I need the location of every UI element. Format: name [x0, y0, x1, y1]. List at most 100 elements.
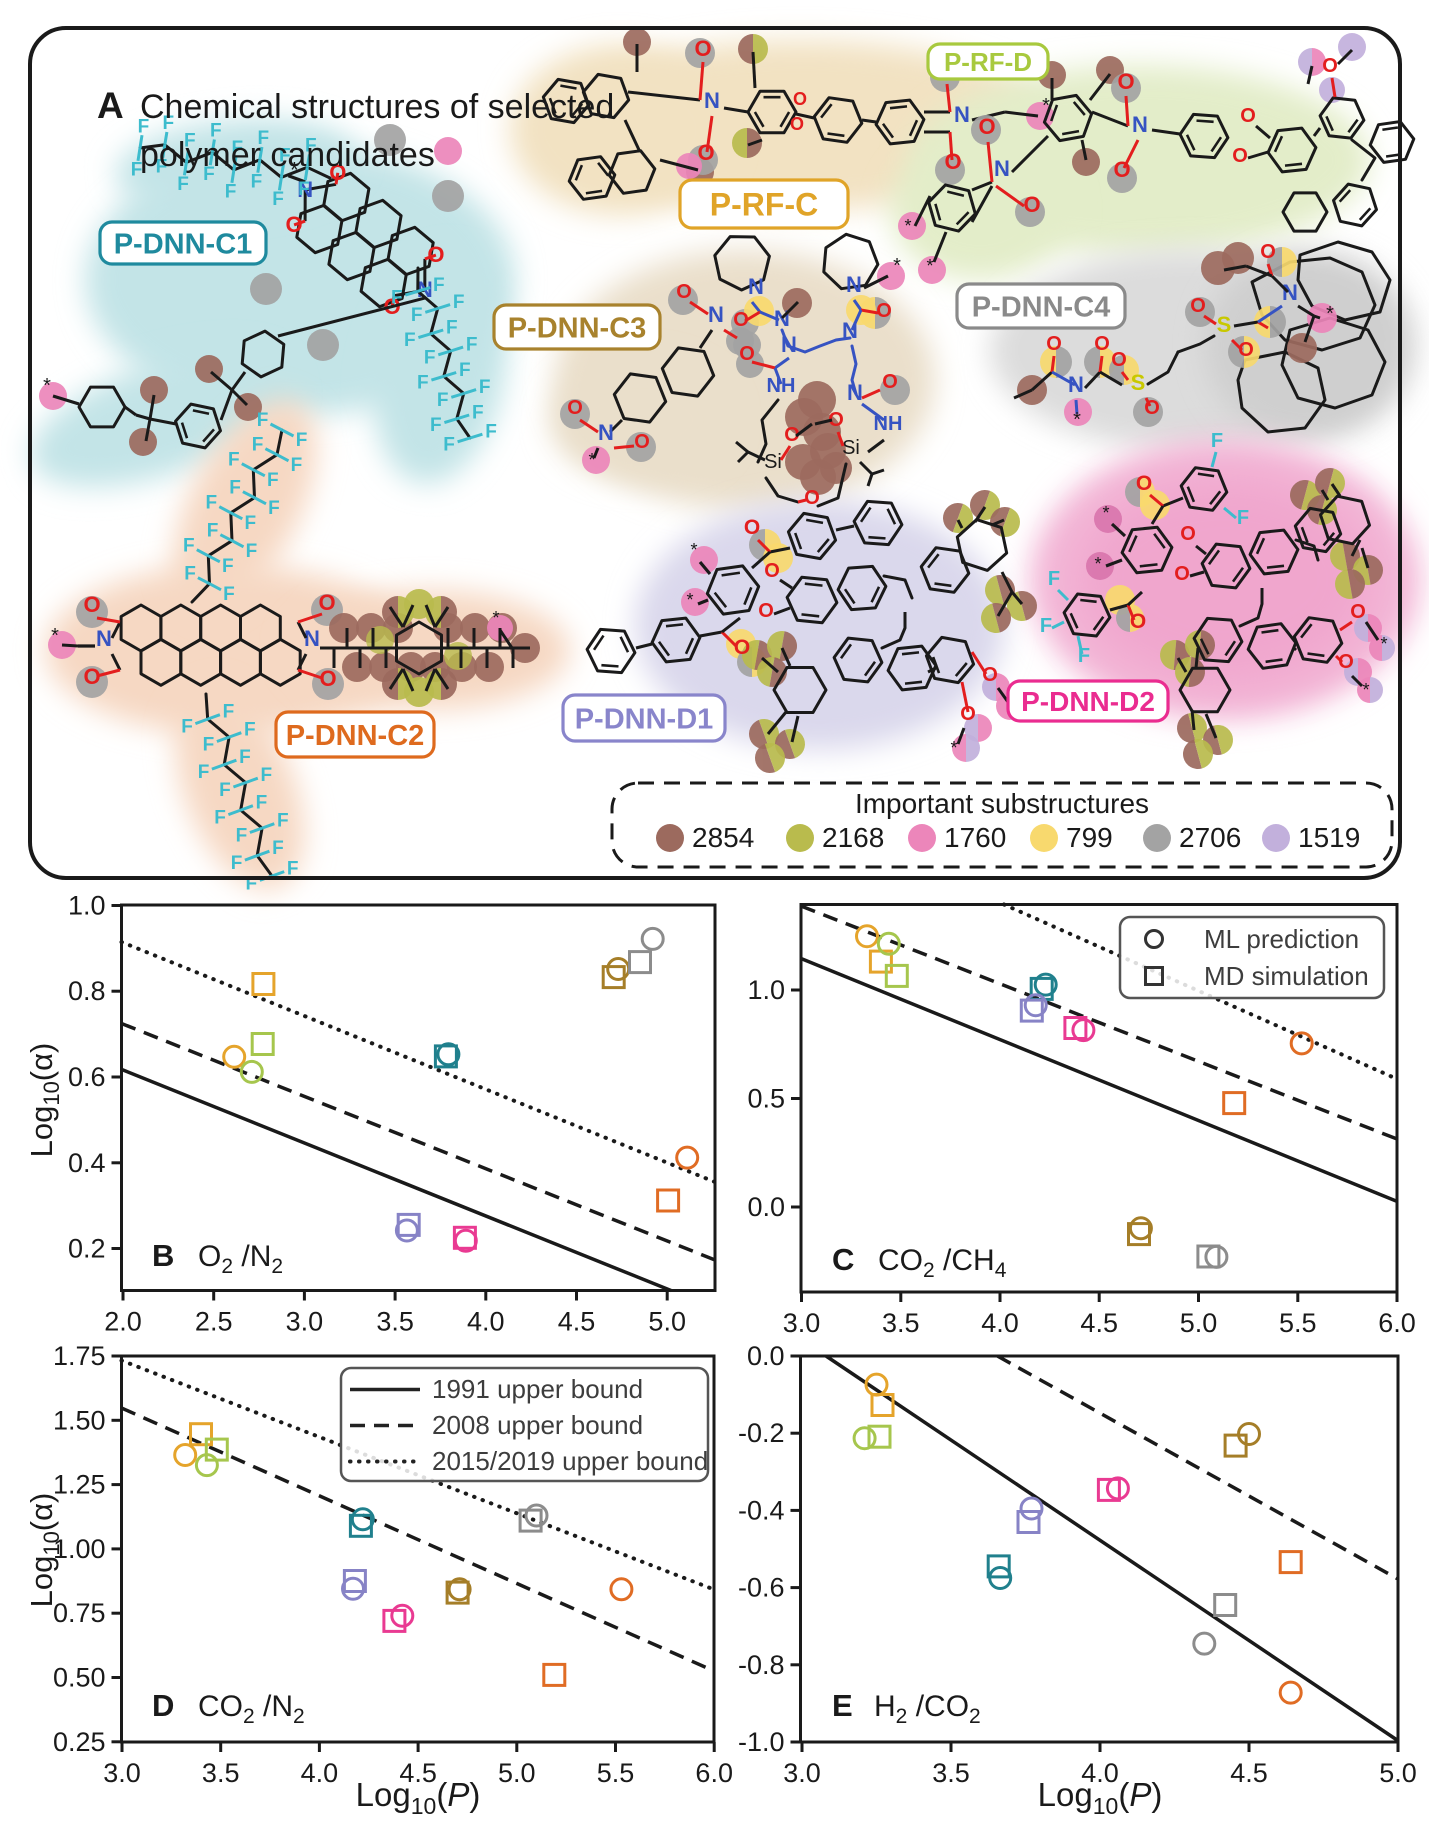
svg-text:F: F [138, 116, 150, 137]
svg-text:O: O [83, 664, 100, 689]
svg-text:O: O [960, 703, 976, 725]
svg-text:O: O [739, 343, 755, 365]
svg-text:0.50: 0.50 [53, 1663, 106, 1693]
svg-text:F: F [184, 564, 196, 585]
svg-text:F: F [472, 402, 484, 423]
svg-text:O: O [634, 431, 650, 453]
svg-text:F: F [443, 434, 455, 455]
svg-text:F: F [184, 131, 196, 152]
svg-text:5.0: 5.0 [1180, 1308, 1218, 1338]
svg-text:2168: 2168 [822, 822, 884, 853]
svg-text:N: N [846, 272, 862, 297]
svg-text:N: N [994, 156, 1010, 181]
svg-text:F: F [291, 455, 303, 476]
svg-text:O: O [982, 664, 998, 686]
svg-text:6.0: 6.0 [1378, 1308, 1416, 1338]
svg-text:F: F [485, 422, 497, 443]
svg-text:F: F [223, 702, 235, 723]
svg-text:F: F [404, 330, 416, 351]
svg-text:ML prediction: ML prediction [1204, 924, 1359, 954]
svg-text:3.0: 3.0 [286, 1307, 324, 1337]
svg-text:F: F [231, 138, 243, 159]
svg-text:N: N [842, 318, 858, 343]
svg-text:5.0: 5.0 [648, 1307, 686, 1337]
svg-text:F: F [219, 780, 231, 801]
svg-text:F: F [162, 113, 174, 134]
svg-text:NH: NH [767, 375, 796, 397]
svg-text:-0.8: -0.8 [738, 1650, 785, 1680]
svg-text:O: O [1322, 55, 1338, 77]
svg-text:S: S [1131, 370, 1146, 395]
svg-text:*: * [1042, 95, 1050, 117]
svg-text:P-RF-C: P-RF-C [710, 187, 818, 223]
svg-text:3.5: 3.5 [202, 1758, 240, 1788]
svg-text:S: S [1217, 312, 1232, 337]
svg-text:O: O [1338, 651, 1354, 673]
svg-text:2854: 2854 [692, 822, 754, 853]
svg-text:Si: Si [764, 451, 782, 473]
svg-text:*: * [1094, 554, 1101, 574]
svg-text:4.5: 4.5 [399, 1758, 437, 1788]
svg-text:2.5: 2.5 [195, 1307, 233, 1337]
svg-text:O: O [1232, 145, 1248, 167]
svg-text:Log10(P): Log10(P) [356, 1776, 481, 1819]
svg-text:F: F [287, 859, 299, 880]
svg-text:F: F [391, 288, 403, 309]
svg-text:4.0: 4.0 [1081, 1758, 1119, 1788]
svg-text:O: O [1111, 349, 1127, 371]
svg-text:P-DNN-C1: P-DNN-C1 [114, 228, 253, 260]
svg-text:O: O [1136, 472, 1152, 495]
svg-text:5.5: 5.5 [597, 1758, 635, 1788]
svg-text:*: * [1326, 303, 1334, 325]
svg-text:N: N [598, 420, 614, 445]
svg-text:N: N [96, 626, 112, 651]
svg-text:N: N [297, 177, 313, 202]
svg-text:B: B [152, 1238, 174, 1273]
svg-text:4.0: 4.0 [981, 1308, 1019, 1338]
svg-text:F: F [183, 536, 195, 557]
svg-text:0.6: 0.6 [68, 1062, 106, 1092]
svg-text:N: N [774, 306, 790, 331]
svg-text:F: F [1237, 507, 1249, 529]
svg-text:0.4: 0.4 [68, 1148, 106, 1178]
svg-text:F: F [214, 808, 226, 829]
svg-text:H2 /CO2: H2 /CO2 [874, 1690, 981, 1728]
svg-text:N: N [704, 88, 720, 113]
svg-text:N: N [1068, 372, 1084, 397]
svg-text:O: O [318, 590, 335, 615]
svg-text:4.5: 4.5 [558, 1307, 596, 1337]
svg-text:F: F [268, 498, 280, 519]
svg-text:*: * [904, 216, 911, 236]
svg-text:6.0: 6.0 [695, 1758, 733, 1788]
svg-text:O: O [329, 160, 346, 185]
svg-text:F: F [1078, 645, 1090, 667]
svg-text:N: N [708, 302, 724, 327]
svg-text:F: F [272, 189, 284, 210]
svg-text:F: F [236, 826, 248, 847]
svg-text:O: O [319, 666, 336, 691]
svg-text:O: O [734, 636, 750, 659]
svg-text:F: F [453, 292, 465, 313]
svg-text:4.0: 4.0 [467, 1307, 505, 1337]
svg-text:F: F [256, 793, 268, 814]
svg-text:F: F [246, 541, 258, 562]
svg-text:N: N [748, 274, 764, 299]
svg-text:0.75: 0.75 [53, 1598, 106, 1628]
svg-text:2008 upper bound: 2008 upper bound [432, 1410, 643, 1440]
svg-text:*: * [686, 590, 693, 610]
svg-text:O: O [793, 89, 807, 109]
svg-text:*: * [926, 256, 933, 276]
svg-text:F: F [156, 157, 168, 178]
svg-text:3.5: 3.5 [932, 1758, 970, 1788]
svg-text:1519: 1519 [1298, 822, 1360, 853]
svg-text:-0.2: -0.2 [738, 1418, 785, 1448]
svg-text:2015/2019 upper bound: 2015/2019 upper bound [432, 1446, 708, 1476]
svg-text:-1.0: -1.0 [738, 1727, 785, 1757]
svg-text:O: O [1240, 105, 1256, 127]
svg-text:N: N [954, 102, 970, 127]
svg-text:O: O [1190, 295, 1206, 317]
svg-text:E: E [832, 1688, 853, 1723]
svg-text:P-DNN-C3: P-DNN-C3 [508, 312, 647, 344]
svg-text:F: F [203, 164, 215, 185]
svg-text:F: F [437, 390, 449, 411]
